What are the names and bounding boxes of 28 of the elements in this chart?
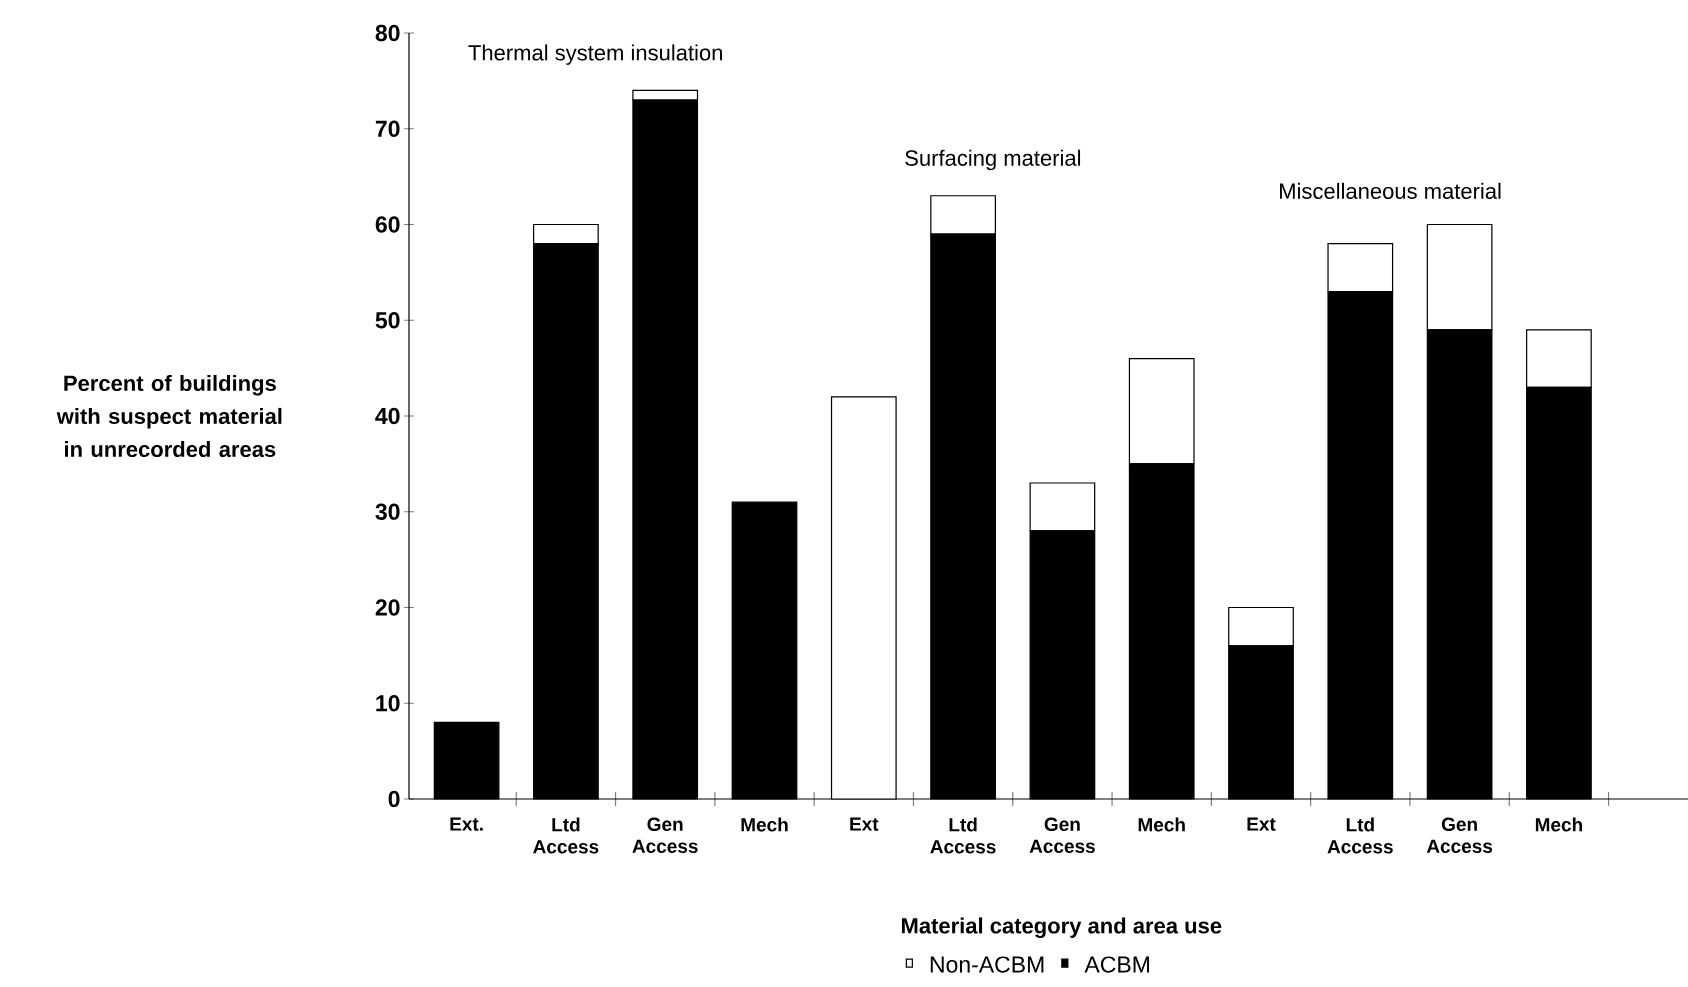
y-tick-label: 50 [375,312,400,329]
x-tick-label: Ext. [450,817,483,831]
x-tick-label: Gen Access [1029,817,1095,853]
annotation: Miscellaneous material [1280,182,1501,199]
y-axis-title: Percent of buildings with suspect material in unrecorded areas [56,374,282,458]
y-tick-label: 80 [375,24,400,42]
x-tick-label: Mech [1138,817,1185,832]
x-axis-title: Material category and area use [901,917,1222,939]
x-tick-label: Mech [1535,817,1583,832]
y-tick-label: 30 [375,503,400,520]
y-tick-label: 0 [388,790,400,808]
annotation: Thermal system insulation [468,44,722,65]
legend-label: Non-ACBM [930,956,1044,973]
x-tick-label: Gen Access [632,817,698,853]
x-tick-label: Ltd Access [1327,817,1393,854]
legend-label: ACBM [1084,956,1150,973]
x-tick-label: Mech [741,817,788,832]
x-tick-label: Gen Access [1426,817,1493,853]
y-tick-label: 40 [375,407,400,425]
x-tick-label: Ext [850,817,879,831]
y-tick-label: 70 [375,120,400,137]
annotation: Surfacing material [905,149,1081,171]
y-tick-label: 10 [376,695,400,712]
y-tick-label: 60 [375,216,400,233]
x-tick-label: Ltd Access [930,817,996,854]
y-tick-label: 20 [375,599,400,616]
x-tick-label: Ext [1247,817,1276,831]
x-tick-label: Ltd Access [533,817,599,854]
